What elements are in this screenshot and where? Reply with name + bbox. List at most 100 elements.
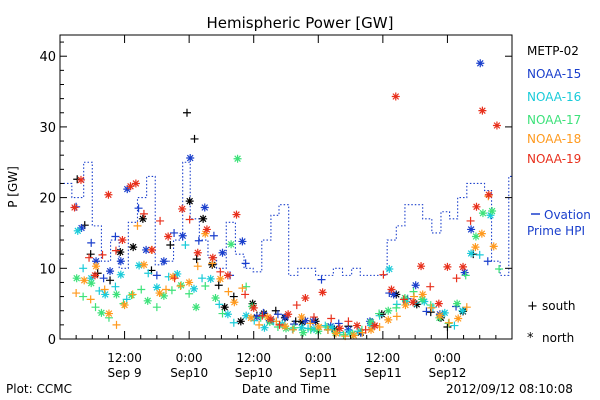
point-metp-02-south [271, 306, 280, 315]
point-noaa-19-north [249, 303, 258, 312]
point-noaa-16-south [450, 321, 459, 330]
point-noaa-16-south [475, 250, 484, 259]
point-noaa-18-north [169, 272, 177, 281]
point-noaa-16-south [215, 300, 224, 309]
legend-north-label: north [542, 331, 574, 345]
point-noaa-19-south [185, 215, 194, 224]
point-noaa-19-south [275, 320, 284, 329]
point-noaa-16-north [135, 261, 144, 270]
point-metp-02-north [236, 317, 245, 326]
point-noaa-17-south [392, 303, 401, 312]
point-noaa-19-north [164, 232, 173, 241]
legend-north-symbol: * [527, 331, 534, 346]
point-noaa-18-south [162, 285, 171, 294]
legend-noaa-19: NOAA-19 [527, 152, 581, 166]
point-noaa-17-south [461, 271, 470, 280]
point-noaa-16-north [440, 308, 449, 317]
point-noaa-15-north [218, 248, 227, 257]
point-metp-02-south [86, 250, 95, 259]
point-metp-02-south [443, 322, 452, 331]
point-noaa-16-north [345, 328, 354, 337]
point-noaa-15-north [159, 257, 168, 266]
point-noaa-15-north [77, 224, 86, 233]
point-noaa-17-north [478, 209, 487, 218]
legend-noaa-15: NOAA-15 [527, 67, 581, 81]
point-noaa-15-south [209, 231, 218, 240]
point-noaa-16-south [428, 303, 437, 312]
point-noaa-17-north [233, 154, 242, 163]
point-noaa-19-south [139, 209, 148, 218]
plot-area [60, 59, 512, 341]
point-noaa-18-south [288, 325, 297, 334]
point-noaa-16-north [242, 311, 251, 320]
x-tick-date-label: Sep11 [364, 366, 402, 380]
point-noaa-19-north [202, 225, 211, 234]
x-tick-time-label: 12:00 [107, 351, 142, 365]
x-tick-time-label: 0:00 [305, 351, 332, 365]
point-noaa-17-north [453, 299, 462, 308]
x-tick-date-label: Sep10 [170, 366, 208, 380]
y-tick-label: 20 [39, 192, 56, 207]
point-noaa-17-south [137, 285, 146, 294]
point-noaa-16-south [229, 318, 238, 327]
point-noaa-18-north [297, 313, 306, 322]
point-noaa-16-south [144, 269, 153, 278]
point-noaa-18-south [128, 290, 137, 299]
point-noaa-15-north [238, 237, 247, 246]
point-noaa-17-north [418, 295, 427, 304]
point-noaa-16-north [385, 265, 394, 274]
point-noaa-15-north [252, 313, 261, 322]
point-noaa-17-north [488, 207, 497, 216]
point-noaa-19-north [434, 299, 443, 308]
x-tick-time-label: 0:00 [176, 351, 203, 365]
point-noaa-16-south [111, 282, 120, 291]
point-noaa-15-north [308, 317, 317, 326]
point-noaa-17-south [185, 289, 194, 298]
point-noaa-18-north [155, 289, 164, 298]
point-noaa-18-south [462, 303, 471, 312]
point-noaa-19-south [327, 314, 336, 323]
point-noaa-19-north [208, 253, 217, 262]
point-noaa-17-north [127, 291, 136, 300]
chart-title: Hemispheric Power [GW] [207, 14, 394, 32]
point-noaa-19-north [391, 92, 400, 101]
footer-source: Plot: CCMC [6, 382, 72, 396]
point-noaa-15-north [344, 325, 353, 334]
point-noaa-15-north [178, 231, 187, 240]
point-noaa-17-south [375, 309, 384, 318]
legend-south-label: south [542, 299, 576, 313]
point-noaa-19-north [492, 121, 501, 130]
x-tick-date-label: Sep12 [428, 366, 466, 380]
y-axis-label: P [GW] [6, 166, 20, 208]
point-noaa-18-north [280, 322, 289, 331]
point-noaa-19-north [118, 236, 127, 245]
point-noaa-19-north [301, 293, 310, 302]
point-noaa-18-south [323, 325, 332, 334]
point-noaa-15-north [186, 154, 195, 163]
point-noaa-15-north [123, 185, 132, 194]
point-noaa-15-north [142, 245, 151, 254]
legend-ovation-line2: Prime HPI [527, 224, 585, 238]
point-noaa-17-north [367, 318, 376, 327]
point-metp-02-north [330, 325, 339, 334]
point-noaa-18-south [306, 319, 315, 328]
point-noaa-15-south [99, 274, 108, 283]
legend-ovation-line1: Ovation [544, 208, 591, 222]
point-noaa-18-north [201, 229, 210, 238]
point-noaa-15-north [92, 257, 101, 266]
point-noaa-16-north [87, 274, 96, 283]
point-metp-02-south [190, 134, 199, 143]
point-noaa-18-south [410, 292, 419, 301]
point-noaa-18-north [349, 331, 358, 340]
point-noaa-17-south [167, 286, 176, 295]
point-noaa-19-north [443, 262, 452, 271]
point-metp-02-south [106, 276, 115, 285]
point-noaa-18-north [120, 301, 129, 310]
point-noaa-18-north [104, 309, 113, 318]
point-noaa-19-south [241, 290, 250, 299]
point-noaa-19-north [126, 182, 135, 191]
point-noaa-19-south [399, 295, 408, 304]
point-noaa-17-north [97, 308, 106, 317]
point-noaa-19-north [408, 298, 417, 307]
